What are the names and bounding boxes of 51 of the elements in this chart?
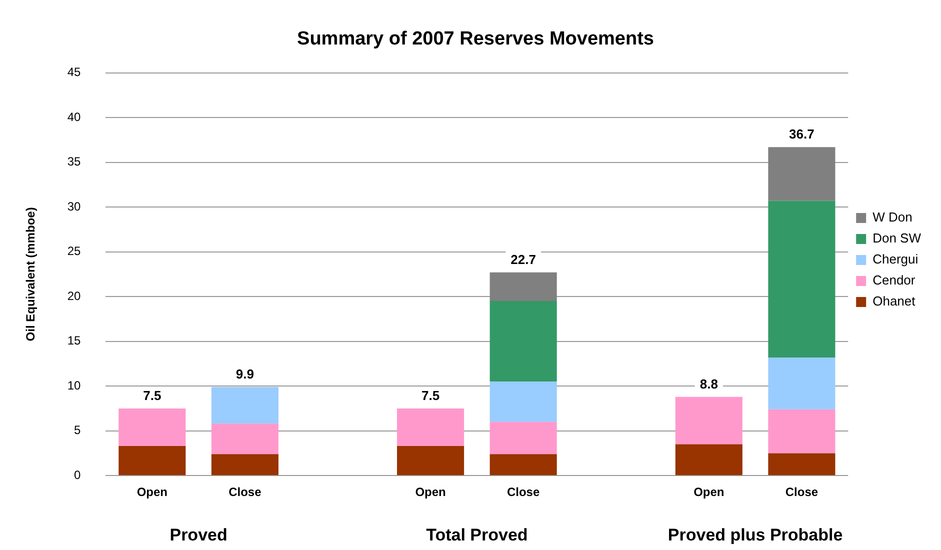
legend-label: Cendor <box>872 272 916 288</box>
legend-label: Don SW <box>872 230 922 246</box>
bar <box>768 147 836 201</box>
y-tick-label: 5 <box>74 423 82 438</box>
bar <box>490 272 557 302</box>
bar <box>675 444 742 476</box>
bar <box>118 446 186 476</box>
bar <box>211 424 278 454</box>
text: Proved plus Probable <box>668 526 843 545</box>
bar <box>490 422 557 454</box>
y-tick-label: 45 <box>67 65 82 80</box>
chart-title: Summary of 2007 Reserves Movements <box>297 28 654 50</box>
x-tick-label: Open <box>136 485 168 500</box>
x-tick-label: Open <box>694 485 724 500</box>
y-tick-label: 0 <box>74 468 82 482</box>
x-tick-label: Open <box>415 485 446 500</box>
bar <box>768 357 836 410</box>
y-tick-label: 20 <box>67 288 82 303</box>
text: Proved <box>170 526 228 545</box>
bar <box>490 454 557 476</box>
bar <box>768 409 836 454</box>
x-tick-label: Close <box>506 485 540 500</box>
total-label: 8.8 <box>700 376 718 392</box>
y-tick-label: 30 <box>67 199 82 214</box>
bar <box>211 454 278 476</box>
bar <box>490 301 557 382</box>
bar <box>675 396 742 444</box>
total-label: 9.9 <box>236 366 254 382</box>
legend-label: Ohanet <box>872 294 916 309</box>
total-label: 7.5 <box>421 388 440 404</box>
text: Total Proved <box>426 526 528 545</box>
y-tick-label: 35 <box>67 154 82 169</box>
total-label: 22.7 <box>510 252 536 267</box>
bar <box>768 453 836 476</box>
y-tick-label: 10 <box>67 378 82 392</box>
y-axis-title: Oil Equivalent (mmboe) <box>24 207 38 342</box>
bar <box>397 408 464 446</box>
legend-label: W Don <box>872 210 912 225</box>
y-tick-label: 40 <box>67 110 82 124</box>
total-label: 7.5 <box>143 388 162 404</box>
bar <box>397 446 464 476</box>
y-tick-label: 25 <box>67 244 82 258</box>
bar <box>768 200 836 358</box>
bar <box>211 386 278 424</box>
total-label: 36.7 <box>789 126 814 142</box>
y-tick-label: 15 <box>67 334 82 348</box>
legend-label: Chergui <box>872 252 918 267</box>
x-tick-label: Close <box>785 485 818 500</box>
bar <box>490 382 557 422</box>
bar <box>118 408 186 446</box>
x-tick-label: Close <box>228 485 262 500</box>
